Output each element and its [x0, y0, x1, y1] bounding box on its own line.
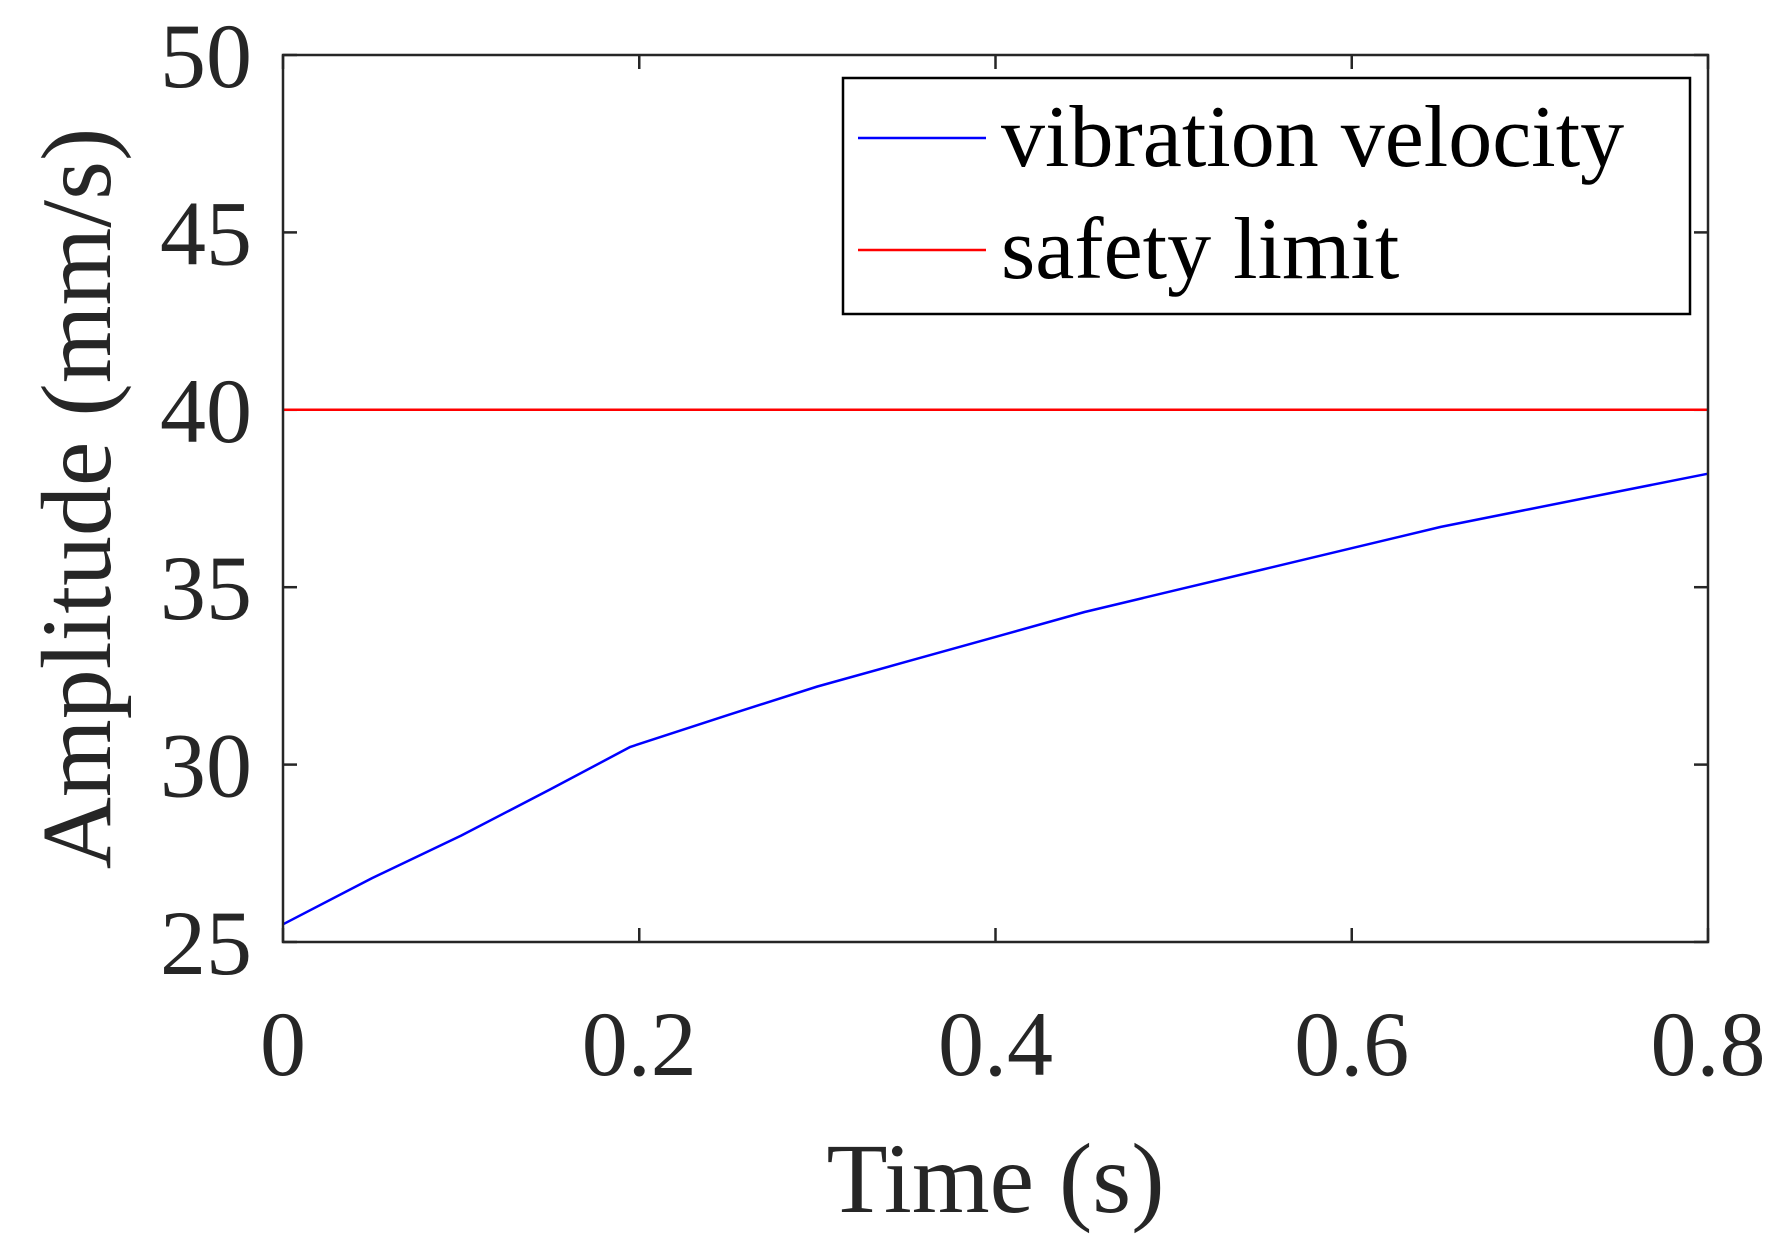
- legend: vibration velocity safety limit: [841, 76, 1692, 316]
- legend-box: [841, 76, 1692, 316]
- x-tick-label: 0.4: [938, 993, 1053, 1095]
- y-tick-label: 40: [160, 360, 252, 462]
- legend-label: safety limit: [1001, 201, 1399, 298]
- y-tick-label: 50: [160, 5, 252, 107]
- y-tick-label: 45: [160, 182, 252, 284]
- series-line-vibration-velocity: [282, 472, 1709, 926]
- legend-label: vibration velocity: [1001, 89, 1624, 186]
- x-tick-label: 0.8: [1651, 993, 1766, 1095]
- y-tick-label: 25: [160, 892, 252, 994]
- x-tick-label: 0: [260, 993, 306, 1095]
- y-tick-label: 35: [160, 537, 252, 639]
- y-tick-label: 30: [160, 715, 252, 817]
- x-tick-label: 0.6: [1294, 993, 1409, 1095]
- tick-labels-layer: 0 0.2 0.4 0.6 0.8 25 30 35 40 45 50: [160, 5, 1766, 1095]
- x-axis-label: Time (s): [826, 1123, 1164, 1234]
- series-layer: [282, 408, 1709, 926]
- x-tick-label: 0.2: [582, 993, 697, 1095]
- plot-frame: [281, 53, 1710, 944]
- y-axis-label: Amplitude (mm/s): [21, 128, 132, 870]
